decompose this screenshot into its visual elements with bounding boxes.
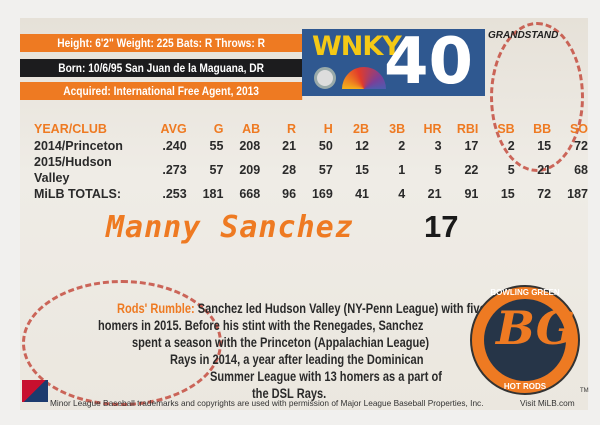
blurb-line: homers in 2015. Before his stint with th… — [98, 318, 424, 333]
stats-cell: 2 — [398, 139, 406, 153]
blurb-line: Summer League with 13 homers as a part o… — [210, 369, 442, 384]
stats-cell: 41 — [355, 187, 369, 201]
stats-cell: .253 — [162, 187, 187, 201]
visit-link: Visit MiLB.com — [520, 398, 575, 408]
blurb-label: Rods' Rumble: — [117, 301, 195, 316]
cbs-eye-icon — [314, 67, 336, 89]
stats-cell: 169 — [311, 187, 333, 201]
stats-cell: 4 — [398, 187, 406, 201]
stats-cell: 15 — [537, 139, 552, 153]
stats-cell: 91 — [464, 187, 479, 201]
stats-cell: 72 — [574, 139, 588, 153]
team-logo-top: BOWLING GREEN — [490, 288, 560, 297]
team-monogram: BG — [496, 301, 576, 355]
stats-cell: 50 — [318, 139, 333, 153]
stats-header-cell: SB — [497, 122, 515, 136]
stats-header-cell: YEAR/CLUB — [34, 122, 107, 136]
trademark: TM — [580, 388, 589, 394]
card-back: Height: 6'2" Weight: 225 Bats: R Throws:… — [20, 18, 589, 410]
sponsor-channel: 40 — [383, 25, 473, 99]
stats-header-cell: BB — [533, 122, 552, 136]
stats-cell: 209 — [239, 163, 261, 177]
stats-cell: 57 — [318, 163, 333, 177]
stats-cell: 55 — [209, 139, 224, 153]
sponsor-logo: WNKY 40 — [302, 25, 485, 99]
stats-cell: 668 — [239, 187, 261, 201]
stats-header-cell: 2B — [353, 122, 369, 136]
stats-cell: 2014/Princeton — [34, 139, 123, 153]
baseball-seam — [22, 280, 222, 406]
blurb-text: Sanchez led Hudson Valley (NY-Penn Leagu… — [197, 301, 486, 316]
stats-cell: 208 — [239, 139, 261, 153]
stats-header-cell: R — [287, 122, 297, 136]
stats-cell: 15 — [355, 163, 369, 177]
stats-cell: 5 — [507, 163, 515, 177]
stats-row: 2014/Princeton .240 55 208 21 50 12 2 3 17 2 15 72 — [34, 138, 588, 154]
stats-cell: 21 — [537, 163, 552, 177]
stats-row: MiLB TOTALS: .253 181 668 96 169 41 4 21 91 15 72 18… — [34, 186, 588, 202]
physical-bar: Height: 6'2" Weight: 225 Bats: R Throws:… — [20, 34, 303, 52]
grandstand-logo: GRANDSTAND — [488, 30, 559, 41]
stats-cell: .273 — [162, 163, 187, 177]
stats-cell: 22 — [464, 163, 479, 177]
stats-cell: 28 — [282, 163, 297, 177]
blurb-line: spent a season with the Princeton (Appal… — [132, 335, 430, 350]
stats-cell: 187 — [567, 187, 588, 201]
stats-row: 2015/Hudson Valley .273 57 209 28 57 15 1 5 22 5 21… — [34, 154, 588, 186]
stats-cell: 5 — [434, 163, 442, 177]
stats-cell: 21 — [427, 187, 442, 201]
stats-cell: 96 — [282, 187, 297, 201]
sponsor-name: WNKY — [312, 31, 402, 62]
stats-cell: 57 — [209, 163, 224, 177]
stats-cell: 2 — [507, 139, 515, 153]
team-logo: BOWLING GREEN BG HOT RODS — [470, 285, 580, 395]
stats-cell: 72 — [537, 187, 552, 201]
stats-cell: 68 — [574, 163, 588, 177]
stats-cell: 21 — [282, 139, 297, 153]
blurb-line: Rods' Rumble: Sanchez led Hudson Valley … — [117, 301, 486, 316]
stats-header-cell: G — [213, 122, 224, 136]
baseball-seam — [490, 22, 584, 172]
blurb-line: the DSL Rays. — [252, 386, 327, 401]
stats-header-cell: 3B — [389, 122, 406, 136]
born-bar: Born: 10/6/95 San Juan de la Maguana, DR — [20, 59, 303, 77]
stats-cell: 181 — [202, 187, 224, 201]
legal-text: Minor League Baseball trademarks and cop… — [50, 398, 484, 408]
nbc-peacock-icon — [342, 67, 386, 89]
blurb-line: Rays in 2014, a year after leading the D… — [170, 352, 424, 367]
acquired-bar: Acquired: International Free Agent, 2013 — [20, 82, 303, 100]
stats-header-cell: SO — [569, 122, 588, 136]
stats-header-cell: H — [323, 122, 333, 136]
stats-header-cell: HR — [423, 122, 442, 136]
stats-header-cell: AB — [242, 122, 261, 136]
player-number: 17 — [424, 209, 459, 244]
stats-cell: 12 — [355, 139, 369, 153]
stats-cell: 2015/Hudson Valley — [34, 155, 112, 185]
stats-cell: 17 — [464, 139, 479, 153]
stats-header-cell: RBI — [456, 122, 479, 136]
stats-header-row: YEAR/CLUB AVG G AB R H 2B 3B HR RBI SB BB SO — [34, 122, 588, 138]
stats-cell: 1 — [398, 163, 406, 177]
stats-table: YEAR/CLUB AVG G AB R H 2B 3B HR RBI SB BB SO 2014/Pr… — [34, 122, 588, 202]
stats-cell: 15 — [500, 187, 515, 201]
stats-cell: .240 — [162, 139, 187, 153]
team-logo-bottom: HOT RODS — [503, 382, 547, 391]
stats-cell: MiLB TOTALS: — [34, 187, 122, 201]
player-name: Manny Sanchez — [106, 210, 354, 245]
stats-cell: 3 — [434, 139, 442, 153]
milb-logo-icon — [22, 380, 48, 402]
stats-header-cell: AVG — [160, 122, 187, 136]
